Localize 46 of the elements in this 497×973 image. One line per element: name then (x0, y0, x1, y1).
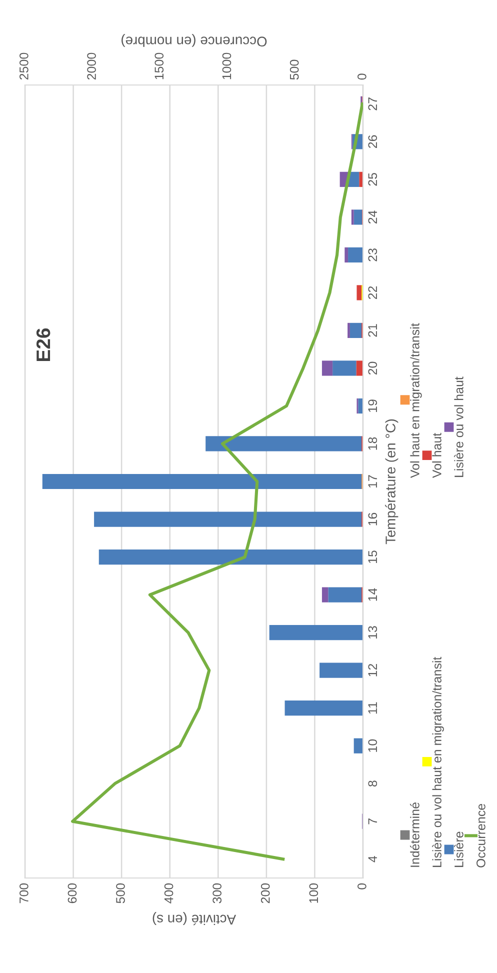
y-tick-label: 17 (368, 475, 377, 488)
x-tick-label: 700 (20, 883, 28, 904)
y-tick-label: 18 (368, 437, 378, 450)
legend-label: Lisière (454, 832, 464, 867)
y-tick-label: 27 (368, 98, 377, 110)
x-tick-label: 100 (309, 883, 318, 903)
y-tick-label: 8 (368, 780, 378, 787)
x-tick-label: 400 (164, 883, 174, 904)
y-tick-label: 20 (368, 362, 378, 375)
legend-label: Indéterminé (410, 802, 420, 867)
x-tick-label: 200 (260, 883, 270, 904)
legend-label: Vol haut (432, 432, 442, 478)
legend-label: Vol haut en migration/transit (410, 323, 422, 478)
y-axis-title: Température (en °C) (385, 419, 398, 544)
x2-tick-label: 2000 (87, 52, 96, 80)
x2-tick-label: 500 (290, 60, 299, 80)
y-tick-label: 24 (368, 210, 377, 224)
y-tick-label: 11 (368, 702, 377, 714)
x2-tick-label: 1500 (154, 52, 164, 80)
y-tick-label: 13 (368, 626, 378, 639)
x-tick-label: 500 (116, 883, 125, 904)
x2-axis-title: Occurence (en nombre) (122, 34, 267, 47)
legend-label: Lisière ou vol haut (454, 376, 464, 477)
x-tick-label: 600 (68, 883, 77, 904)
x-axis-title: Activité (en s) (152, 912, 236, 926)
x2-tick-label: 1000 (222, 52, 232, 80)
x-tick-label: 0 (358, 883, 366, 890)
x-tick-label: 300 (212, 883, 222, 904)
legend-label: Occurrence (476, 804, 486, 868)
y-tick-label: 16 (368, 512, 378, 526)
y-tick-label: 12 (368, 664, 377, 676)
y-tick-label: 15 (368, 550, 378, 564)
y-tick-label: 14 (368, 588, 377, 601)
x2-tick-label: 2500 (20, 52, 28, 80)
legend-label: Lisière ou vol haut en migration/transit (432, 656, 444, 867)
text: E26 (36, 328, 50, 361)
y-tick-label: 26 (368, 135, 378, 148)
y-tick-label: 4 (368, 856, 377, 862)
y-tick-label: 22 (368, 286, 377, 300)
y-tick-label: 7 (368, 818, 377, 824)
y-tick-label: 10 (368, 739, 378, 752)
y-tick-label: 19 (368, 400, 378, 412)
y-tick-label: 25 (368, 172, 378, 186)
y-tick-label: 23 (368, 248, 378, 262)
x2-tick-label: 0 (358, 74, 366, 80)
y-tick-label: 21 (368, 324, 377, 337)
